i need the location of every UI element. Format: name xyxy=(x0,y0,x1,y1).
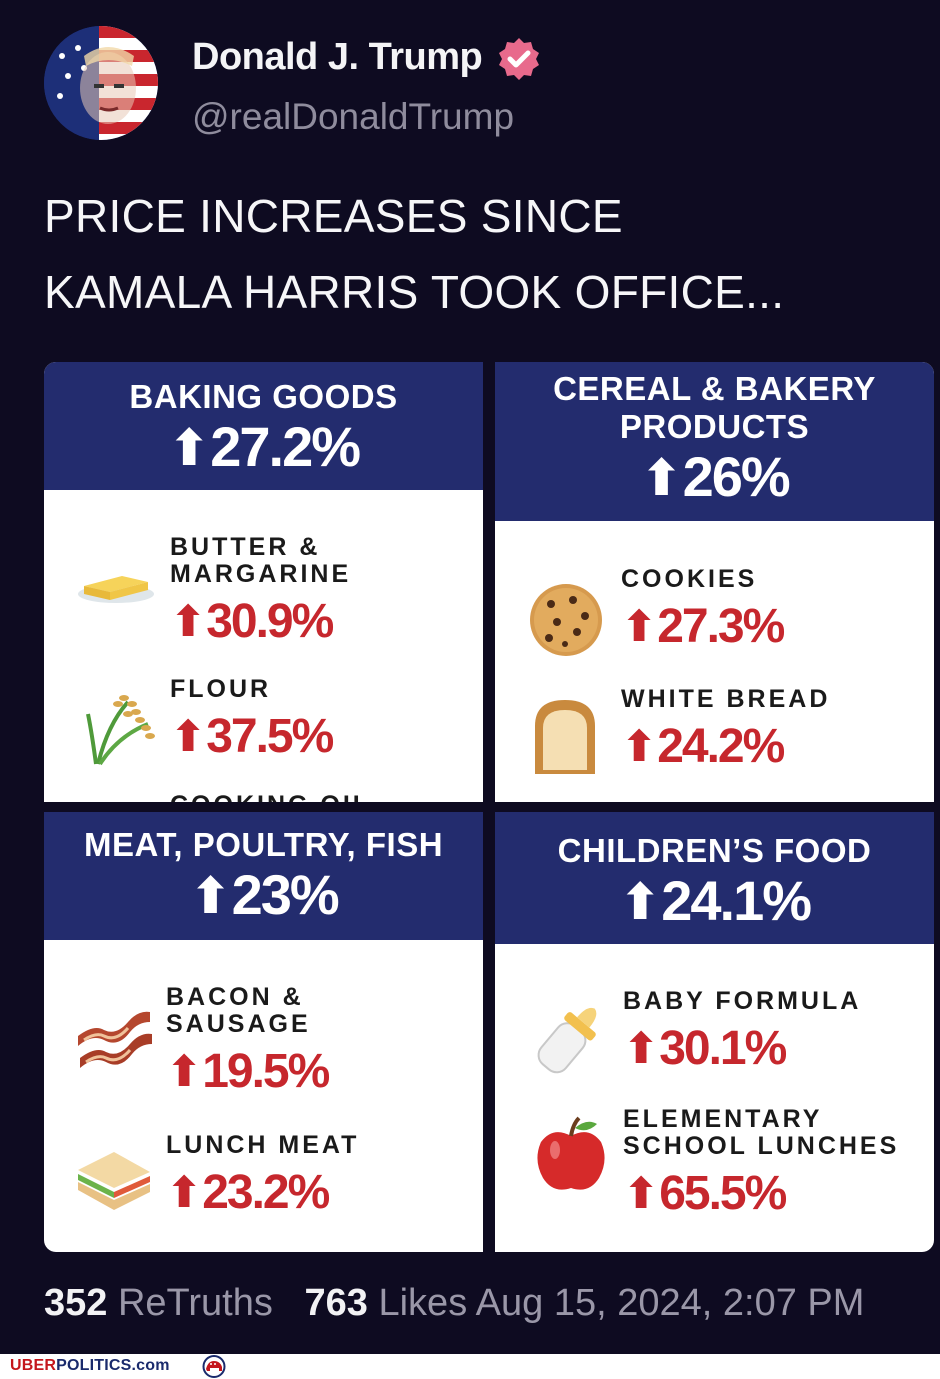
card-childrens-food[interactable]: CHILDREN’S FOOD ⬆24.1% BABY FORMULA ⬆30.… xyxy=(495,812,934,1252)
post-text: PRICE INCREASES SINCE KAMALA HARRIS TOOK… xyxy=(44,178,784,330)
item-increase: ⬆30.1% xyxy=(623,1019,861,1079)
card-meat-poultry-fish[interactable]: MEAT, POULTRY, FISH ⬆23% BACON & SAUSAGE… xyxy=(44,812,483,1252)
up-arrow-icon: ⬆ xyxy=(167,419,210,476)
watermark-footer: UBERPOLITICS.com xyxy=(0,1354,940,1379)
list-item: BACON & SAUSAGE ⬆19.5% xyxy=(166,983,330,1102)
item-increase: ⬆30.9% xyxy=(170,592,351,652)
up-arrow-icon: ⬆ xyxy=(640,449,682,506)
list-item: WHITE BREAD ⬆24.2% xyxy=(621,686,830,777)
item-name: BABY FORMULA xyxy=(623,987,862,1015)
item-increase: ⬆27.3% xyxy=(621,597,785,657)
sandwich-icon xyxy=(74,1148,154,1219)
item-increase: ⬆65.5% xyxy=(623,1164,899,1224)
watermark-brand: POLITICS.com xyxy=(56,1357,170,1374)
item-name: ELEMENTARY xyxy=(623,1105,823,1133)
watermark-brand: UBER xyxy=(10,1357,57,1374)
card-header: CEREAL & BAKERY PRODUCTS ⬆26% xyxy=(495,362,934,521)
post-text-line: PRICE INCREASES SINCE xyxy=(44,190,623,242)
post-text-line: KAMALA HARRIS TOOK OFFICE... xyxy=(44,266,785,318)
category-title: CEREAL & BAKERY xyxy=(553,370,876,407)
up-arrow-icon: ⬆ xyxy=(621,603,657,652)
item-name: WHITE BREAD xyxy=(621,685,831,713)
up-arrow-icon: ⬆ xyxy=(166,1169,202,1218)
up-arrow-icon: ⬆ xyxy=(170,598,206,647)
card-header: BAKING GOODS ⬆27.2% xyxy=(44,362,483,490)
up-arrow-icon: ⬆ xyxy=(189,867,231,924)
likes-count[interactable]: 763 xyxy=(304,1282,368,1324)
item-name: COOKING OIL xyxy=(170,792,371,803)
retruths-label[interactable]: ReTruths xyxy=(117,1282,273,1324)
item-increase: ⬆24.2% xyxy=(621,717,830,777)
item-name: BUTTER & xyxy=(170,533,321,561)
list-item: BUTTER & MARGARINE ⬆30.9% xyxy=(170,534,351,652)
butter-icon xyxy=(76,558,158,611)
category-title: CHILDREN’S FOOD xyxy=(557,832,872,869)
post-timestamp: Aug 15, 2024, 2:07 PM xyxy=(475,1282,865,1324)
item-name: LUNCH MEAT xyxy=(166,1131,360,1159)
up-arrow-icon: ⬆ xyxy=(621,723,657,772)
list-item-cut-off: COOKING OIL xyxy=(170,792,371,803)
list-item: LUNCH MEAT ⬆23.2% xyxy=(166,1132,359,1223)
category-increase: ⬆26% xyxy=(640,445,790,508)
up-arrow-icon: ⬆ xyxy=(623,1170,659,1219)
list-item: ELEMENTARY SCHOOL LUNCHES ⬆65.5% xyxy=(623,1106,899,1224)
apple-icon xyxy=(533,1116,609,1201)
item-name: BACON & xyxy=(166,983,304,1011)
retruths-count[interactable]: 352 xyxy=(44,1282,108,1324)
baby-bottle-icon xyxy=(531,996,611,1083)
item-increase: ⬆23.2% xyxy=(166,1163,359,1223)
item-name: SAUSAGE xyxy=(166,1010,311,1038)
category-increase: ⬆23% xyxy=(189,863,339,926)
likes-label[interactable]: Likes xyxy=(378,1282,468,1324)
item-name: SCHOOL LUNCHES xyxy=(623,1132,900,1160)
list-item: BABY FORMULA ⬆30.1% xyxy=(623,988,861,1079)
verified-badge-icon xyxy=(496,36,542,82)
item-name: FLOUR xyxy=(170,675,272,703)
post-stats: 352 ReTruths 763 Likes Aug 15, 2024, 2:0… xyxy=(44,1282,864,1325)
author-name[interactable]: Donald J. Trump xyxy=(192,36,483,78)
rice-plant-icon xyxy=(78,684,158,771)
up-arrow-icon: ⬆ xyxy=(170,713,206,762)
up-arrow-icon: ⬆ xyxy=(623,1025,659,1074)
list-item: COOKIES ⬆27.3% xyxy=(621,565,785,657)
category-increase: ⬆27.2% xyxy=(167,415,361,478)
category-title: PRODUCTS xyxy=(619,408,810,445)
category-title: MEAT, POULTRY, FISH xyxy=(83,826,444,863)
bread-icon xyxy=(529,696,601,783)
item-name: COOKIES xyxy=(621,565,758,593)
avatar[interactable] xyxy=(44,26,158,140)
category-increase: ⬆24.1% xyxy=(618,869,812,932)
category-title: BAKING GOODS xyxy=(129,378,398,415)
item-increase: ⬆37.5% xyxy=(170,707,334,767)
item-increase: ⬆19.5% xyxy=(166,1042,330,1102)
up-arrow-icon: ⬆ xyxy=(166,1048,202,1097)
elephant-logo-icon xyxy=(192,1355,236,1379)
card-cereal-bakery[interactable]: CEREAL & BAKERY PRODUCTS ⬆26% COOKIES ⬆2… xyxy=(495,362,934,802)
item-name: MARGARINE xyxy=(170,560,352,588)
author-handle[interactable]: @realDonaldTrump xyxy=(192,96,515,137)
card-baking-goods[interactable]: BAKING GOODS ⬆27.2% BUTTER & MARGARINE ⬆… xyxy=(44,362,483,802)
up-arrow-icon: ⬆ xyxy=(618,873,661,930)
card-header: CHILDREN’S FOOD ⬆24.1% xyxy=(495,812,934,944)
watermark-logo: UBERPOLITICS.com xyxy=(10,1357,170,1375)
list-item: FLOUR ⬆37.5% xyxy=(170,675,334,767)
cookie-icon xyxy=(527,582,605,663)
card-header: MEAT, POULTRY, FISH ⬆23% xyxy=(44,812,483,940)
bacon-icon xyxy=(74,996,154,1081)
